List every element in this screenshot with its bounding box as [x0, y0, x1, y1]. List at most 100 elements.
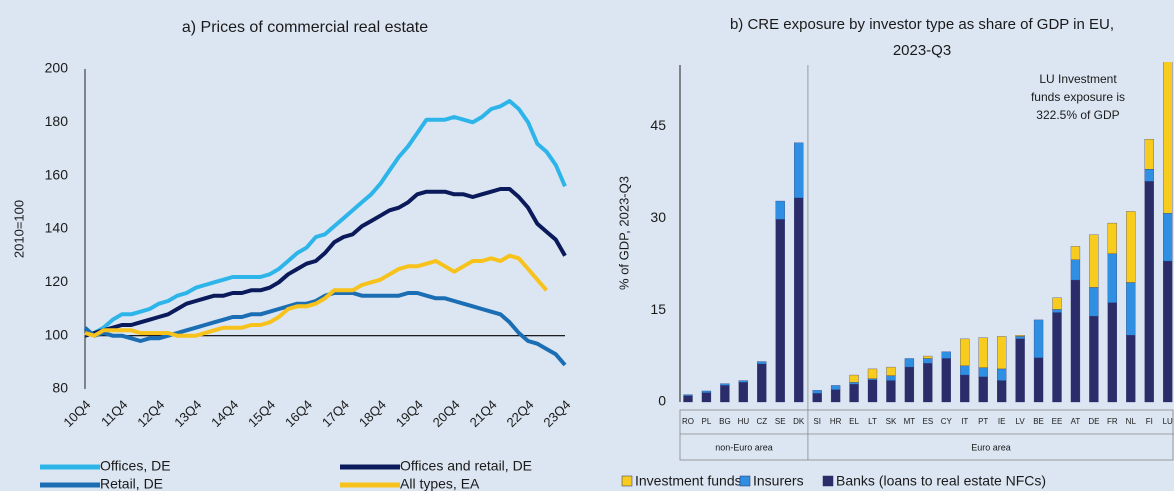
bar-segment: [1052, 312, 1062, 403]
y-tick-label: 200: [45, 60, 69, 76]
line-series: [84, 253, 549, 338]
bar-segment: [812, 393, 822, 403]
bar-segment: [960, 365, 970, 376]
x-tick-label: IT: [961, 417, 968, 426]
x-tick-label: 16Q4: [282, 397, 315, 430]
bar-segment: [997, 336, 1007, 370]
bar-segment: [923, 363, 933, 403]
bar-segment: [886, 375, 896, 381]
bar-segment: [683, 395, 693, 403]
bar-segment: [757, 361, 767, 365]
bar-segment: [904, 366, 915, 403]
line-series: [84, 99, 567, 338]
y-axis-label: % of GDP, 2023-Q3: [616, 176, 631, 290]
bar-segment: [720, 383, 730, 386]
bar-segment: [1163, 62, 1173, 214]
bar-segment: [1107, 302, 1117, 403]
bar-segment: [738, 380, 748, 383]
annotation: LU Investment funds exposure is 322.5% o…: [1030, 72, 1126, 122]
bar-segment: [775, 219, 785, 403]
y-tick-label: 0: [658, 393, 666, 409]
bar-segment: [867, 378, 878, 381]
x-tick-label: 20Q4: [430, 397, 463, 430]
y-tick-label: 15: [650, 301, 666, 317]
bar-segment: [904, 358, 915, 368]
bar-segment: [1015, 338, 1025, 403]
x-tick-label: 19Q4: [393, 397, 426, 430]
bar-segment: [941, 358, 951, 403]
y-tick-label: 120: [45, 273, 69, 289]
x-tick-label: DK: [793, 417, 805, 426]
bar-segment: [1070, 246, 1081, 260]
group-label: Euro area: [971, 442, 1011, 452]
bar-segment: [1144, 169, 1154, 182]
bar-segment: [849, 384, 859, 403]
x-tick-label: IE: [998, 417, 1006, 426]
bar-segment: [1033, 357, 1044, 403]
bar-segment: [1144, 138, 1154, 170]
bar-segment: [923, 355, 933, 359]
x-tick-label: LU: [1163, 417, 1173, 426]
bar-segment: [849, 374, 859, 383]
x-tick-label: RO: [682, 417, 694, 426]
legend-label: Investment funds: [635, 473, 742, 489]
x-tick-label: LT: [868, 417, 877, 426]
bar-segment: [1052, 309, 1062, 313]
x-tick-label: EL: [849, 417, 859, 426]
bar-segment: [978, 376, 988, 403]
y-tick-label: 160: [45, 166, 69, 182]
x-tick-label: BE: [1033, 417, 1044, 426]
x-tick-label: 18Q4: [356, 397, 389, 430]
x-tick-label: FR: [1107, 417, 1118, 426]
y-tick-label: 180: [45, 113, 69, 129]
x-tick-label: SK: [886, 417, 897, 426]
y-tick-label: 140: [45, 220, 69, 236]
y-axis-label: 2010=100: [11, 200, 26, 258]
bars: [683, 62, 1173, 403]
bar-segment: [997, 368, 1007, 381]
legend-label: All types, EA: [400, 476, 480, 491]
x-tick-label: CZ: [756, 417, 767, 426]
bar-segment: [1089, 316, 1099, 403]
bar-segment: [1163, 260, 1173, 403]
bar-segment: [886, 366, 896, 376]
x-tick-label: LV: [1015, 417, 1025, 426]
bar-segment: [757, 363, 767, 403]
x-tick-label: 15Q4: [245, 397, 278, 430]
bar-segment: [1126, 211, 1136, 283]
bar-segment: [867, 368, 878, 379]
bar-segment: [960, 374, 970, 403]
bar-segment: [1052, 297, 1062, 310]
bar-segment: [794, 197, 804, 403]
x-tick-label: AT: [1071, 417, 1081, 426]
legend-label: Retail, DE: [100, 476, 163, 491]
bar-segment: [960, 338, 970, 366]
x-tick-label: HR: [830, 417, 842, 426]
bar-segment: [997, 380, 1007, 403]
x-tick-label: FI: [1146, 417, 1153, 426]
legend-label: Banks (loans to real estate NFCs): [836, 473, 1046, 489]
legend-swatch: [739, 475, 751, 487]
bar-segment: [683, 394, 693, 397]
bar-segment: [701, 390, 712, 393]
x-tick-label: 14Q4: [208, 397, 241, 430]
x-tick-label: MT: [904, 417, 916, 426]
x-tick-label: 22Q4: [504, 397, 537, 430]
x-tick-label: 23Q4: [540, 397, 573, 430]
bar-segment: [1070, 279, 1081, 403]
x-tick-label: PT: [978, 417, 988, 426]
chart-title: b) CRE exposure by investor type as shar…: [729, 16, 1115, 59]
bar-segment: [941, 351, 951, 359]
x-tick-label: 11Q4: [98, 397, 130, 429]
bar-segment: [978, 337, 988, 368]
x-tick-label: 12Q4: [134, 397, 167, 430]
y-tick-label: 80: [52, 380, 68, 396]
bar-segment: [1107, 253, 1117, 303]
bar-segment: [867, 379, 878, 403]
bar-segment: [849, 382, 859, 385]
line-series: [84, 187, 567, 338]
bar-segment: [775, 200, 785, 220]
bar-segment: [738, 382, 748, 403]
x-tick-label: PL: [702, 417, 712, 426]
legend-label: Offices and retail, DE: [400, 458, 532, 474]
